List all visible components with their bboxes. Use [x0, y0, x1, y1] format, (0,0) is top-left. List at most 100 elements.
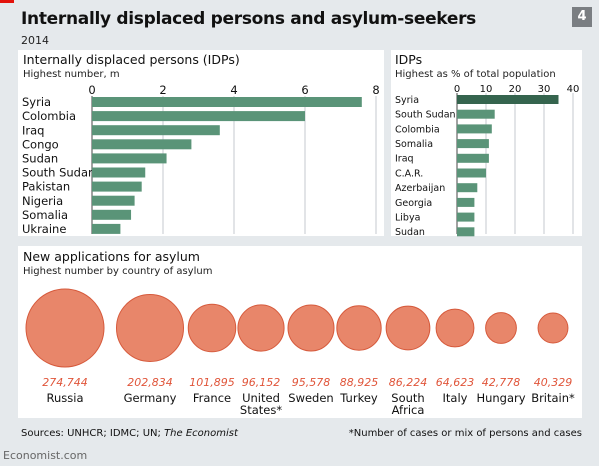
- asylum-country-label: Russia: [47, 391, 84, 405]
- idp-bar: [92, 223, 121, 234]
- idp-category-label: Nigeria: [22, 194, 63, 208]
- asylum-bubble: [187, 303, 237, 353]
- chart-number-badge: 4: [572, 7, 592, 27]
- asylum-value-label: 88,925: [340, 376, 379, 389]
- asylum-bubble: [537, 312, 569, 344]
- asylum-value-label: 274,744: [42, 376, 88, 389]
- asylum-country-label: Turkey: [339, 391, 378, 405]
- pct-category-label: Azerbaijan: [395, 183, 445, 194]
- asylum-bubble: [485, 312, 517, 344]
- idp-category-label: Syria: [22, 95, 51, 109]
- asylum-country-label: South: [391, 391, 424, 405]
- idp-tick-label: 0: [88, 83, 95, 97]
- pct-category-label: Sudan: [395, 227, 425, 238]
- pct-category-label: Libya: [395, 213, 420, 224]
- pct-bar: [457, 183, 478, 193]
- asylum-value-label: 202,834: [127, 376, 173, 389]
- pct-category-label: South Sudan: [395, 110, 456, 121]
- asylum-country-label: Germany: [124, 391, 177, 405]
- pct-category-label: Somalia: [395, 139, 433, 150]
- asylum-value-label: 101,895: [189, 376, 235, 389]
- brand-red-tag: [0, 0, 14, 3]
- asylum-value-label: 42,778: [482, 376, 521, 389]
- idp-tick-label: 2: [159, 83, 166, 97]
- asylum-bubble: [287, 304, 335, 352]
- idp-panel-bg: [18, 50, 384, 236]
- asylum-value-label: 95,578: [292, 376, 331, 389]
- pct-bar: [457, 139, 489, 149]
- pct-bar-chart: 0 10 20 30 40 Syria South Sudan Colombia Somalia…: [395, 84, 579, 238]
- idp-bar: [92, 139, 192, 150]
- page-title: Internally displaced persons and asylum-…: [21, 9, 476, 29]
- idp-category-label: Congo: [22, 137, 59, 151]
- pct-bar: [457, 153, 489, 163]
- idp-bar: [92, 167, 146, 178]
- idp-category-label: Colombia: [22, 109, 76, 123]
- asylum-bubble: [385, 305, 431, 351]
- brand-watermark: Economist.com: [3, 449, 88, 462]
- asylum-value-label: 64,623: [436, 376, 475, 389]
- idp-tick-label: 6: [301, 83, 308, 97]
- idp-bar: [92, 153, 167, 164]
- pct-bar: [457, 109, 495, 119]
- asylum-country-label: Sweden: [288, 391, 333, 405]
- pct-tick-label: 10: [480, 84, 493, 95]
- sources-note: Sources: UNHCR; IDMC; UN; The Economist: [21, 428, 238, 439]
- sources-publication: The Economist: [164, 428, 238, 439]
- idp-category-label: Pakistan: [22, 180, 70, 194]
- pct-bar: [457, 95, 559, 104]
- page-subtitle: 2014: [21, 34, 49, 47]
- pct-tick-label: 30: [538, 84, 551, 95]
- pct-bar: [457, 168, 486, 178]
- asylum-bubble: [25, 288, 105, 368]
- idp-bar: [92, 125, 220, 136]
- idp-bar: [92, 97, 362, 107]
- pct-tick-label: 40: [567, 84, 580, 95]
- asylum-bubble: [336, 305, 382, 351]
- asylum-bubble: [115, 293, 185, 363]
- pct-bar: [457, 212, 475, 222]
- asylum-country-label: Italy: [443, 391, 468, 405]
- footnote: *Number of cases or mix of persons and c…: [348, 428, 582, 439]
- idp-bar: [92, 111, 305, 122]
- pct-tick-label: 0: [454, 84, 460, 95]
- asylum-value-label: 40,329: [534, 376, 573, 389]
- idp-category-label: Ukraine: [22, 222, 66, 236]
- pct-category-label: C.A.R.: [395, 168, 423, 179]
- pct-bar: [457, 227, 475, 237]
- asylum-country-label: Africa: [392, 403, 425, 417]
- idp-category-label: Sudan: [22, 152, 58, 166]
- idp-panel-subtitle: Highest number, m: [23, 69, 120, 80]
- asylum-country-label: France: [193, 391, 231, 405]
- asylum-country-label: United: [242, 391, 280, 405]
- asylum-bubble: [435, 308, 475, 348]
- pct-bar: [457, 197, 475, 207]
- pct-tick-label: 20: [509, 84, 522, 95]
- asylum-value-label: 86,224: [389, 376, 428, 389]
- idp-bar: [92, 209, 132, 220]
- pct-category-label: Georgia: [395, 198, 432, 209]
- pct-category-label: Colombia: [395, 124, 440, 135]
- pct-panel-subtitle: Highest as % of total population: [395, 69, 556, 80]
- asylum-panel-title: New applications for asylum: [23, 249, 200, 264]
- sources-prefix: Sources: UNHCR; IDMC; UN;: [21, 428, 165, 439]
- idp-category-label: Iraq: [22, 123, 44, 137]
- asylum-bubble: [237, 304, 285, 352]
- idp-bar: [92, 195, 135, 206]
- idp-tick-label: 8: [372, 83, 379, 97]
- asylum-value-label: 96,152: [242, 376, 281, 389]
- idp-category-label: South Sudan: [22, 166, 95, 180]
- idp-bar: [92, 181, 142, 192]
- idp-category-label: Somalia: [22, 208, 68, 222]
- idp-tick-label: 4: [230, 83, 237, 97]
- pct-category-label: Iraq: [395, 154, 414, 165]
- asylum-country-label: Britain*: [531, 391, 575, 405]
- pct-bar: [457, 124, 492, 134]
- idp-panel-title: Internally displaced persons (IDPs): [23, 52, 240, 67]
- pct-category-label: Syria: [395, 95, 419, 106]
- asylum-country-label: States*: [240, 403, 282, 417]
- asylum-country-label: Hungary: [476, 391, 525, 405]
- asylum-panel-subtitle: Highest number by country of asylum: [23, 266, 213, 277]
